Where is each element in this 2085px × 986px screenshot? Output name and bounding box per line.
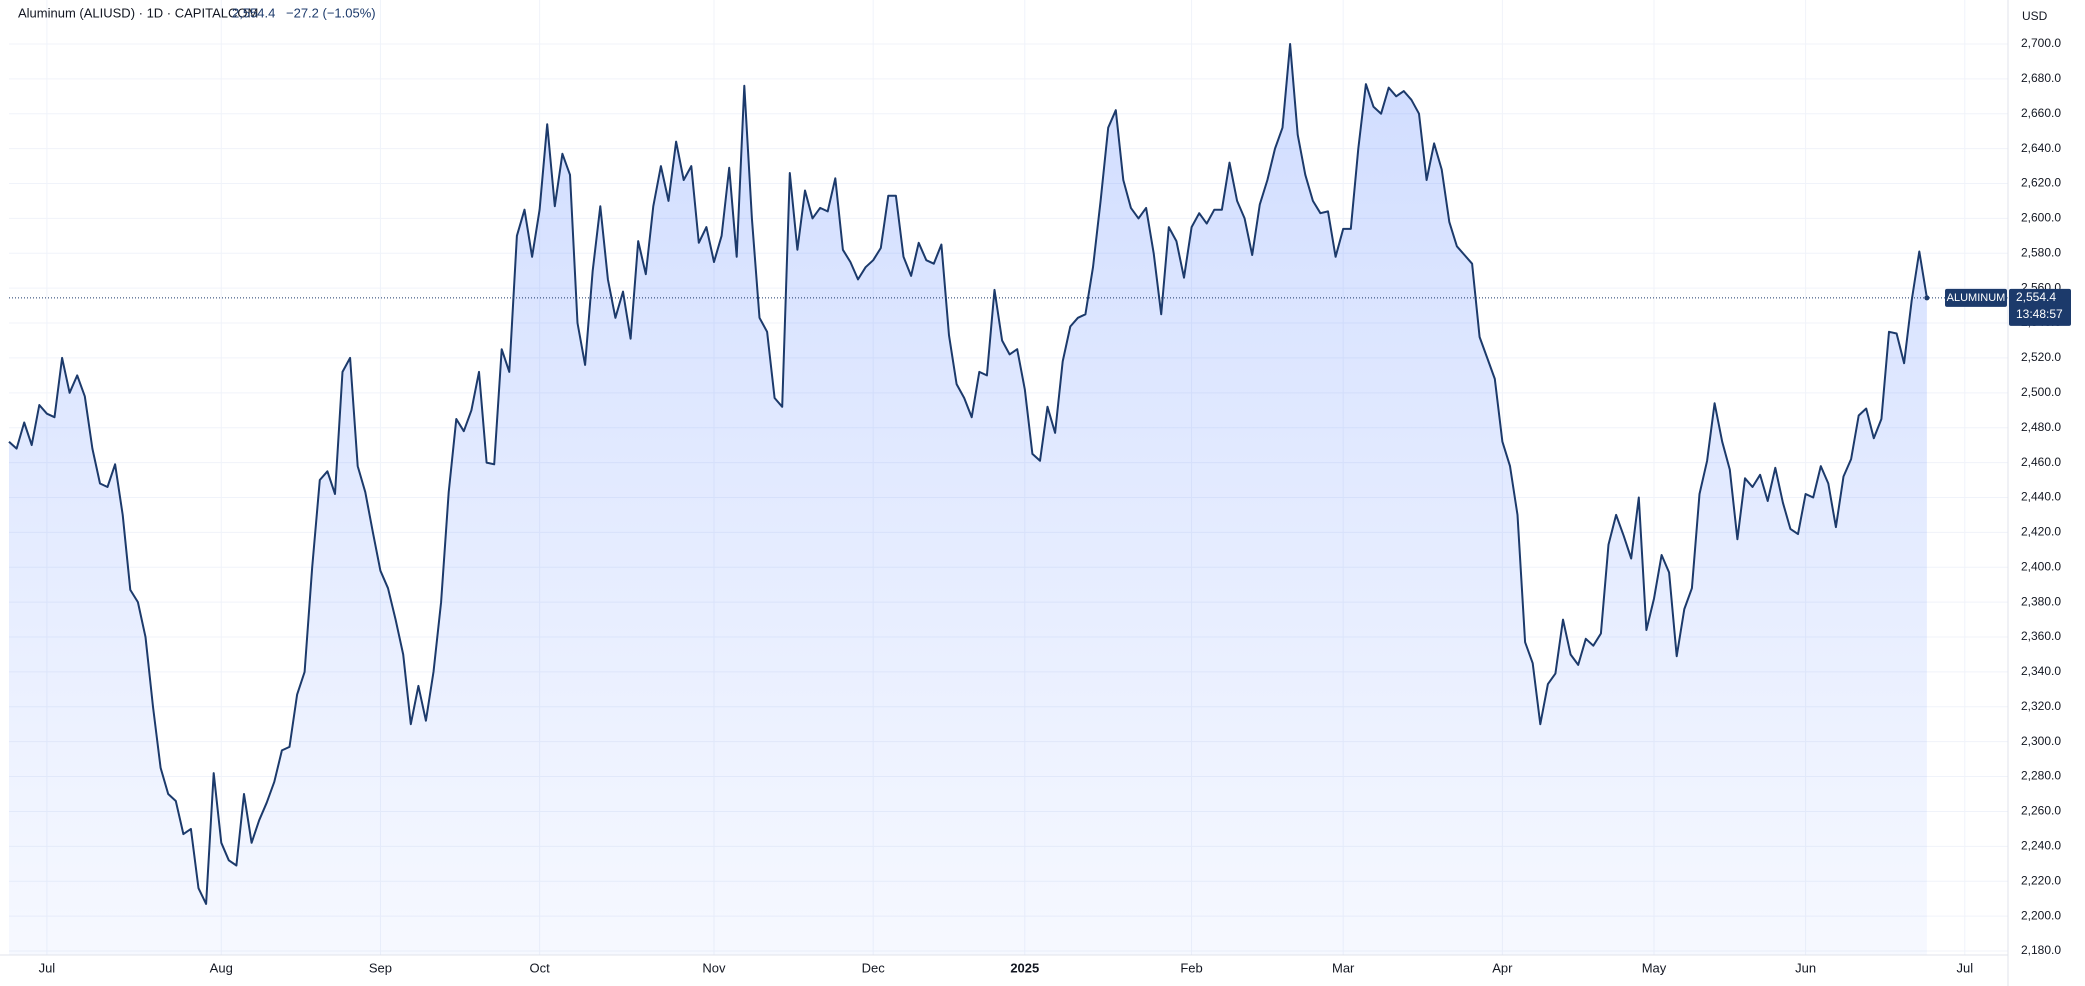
x-tick-label: Jun — [1795, 960, 1816, 975]
price-line — [8, 43, 1928, 905]
y-tick-label: 2,240.0 — [2021, 839, 2061, 853]
y-tick-label: 2,360.0 — [2021, 629, 2061, 643]
y-tick-label: 2,460.0 — [2021, 455, 2061, 469]
x-tick-label: Jul — [1956, 960, 1973, 975]
y-tick-label: 2,260.0 — [2021, 804, 2061, 818]
price-tag-countdown: 13:48:57 — [2016, 307, 2063, 321]
y-tick-label: 2,420.0 — [2021, 525, 2061, 539]
y-tick-label: 2,200.0 — [2021, 908, 2061, 922]
y-tick-label: 2,220.0 — [2021, 873, 2061, 887]
y-tick-label: 2,480.0 — [2021, 420, 2061, 434]
y-tick-label: 2,620.0 — [2021, 176, 2061, 190]
y-tick-label: 2,700.0 — [2021, 36, 2061, 50]
x-tick-label: Feb — [1180, 960, 1202, 975]
y-tick-label: 2,680.0 — [2021, 71, 2061, 85]
y-tick-label: 2,380.0 — [2021, 594, 2061, 608]
x-tick-label: May — [1642, 960, 1667, 975]
y-tick-label: 2,320.0 — [2021, 699, 2061, 713]
y-tick-label: 2,520.0 — [2021, 350, 2061, 364]
symbol-tag-text: ALUMINUM — [1947, 292, 2006, 304]
header-change: −27.2 (−1.05%) — [286, 5, 376, 20]
currency-label: USD — [2022, 9, 2048, 23]
axes: 2,180.0 2,200.0 2,220.0 2,240.0 2,260.0 2,280… — [39, 36, 2062, 975]
x-tick-label: Oct — [530, 960, 551, 975]
y-tick-label: 2,640.0 — [2021, 141, 2061, 155]
y-tick-label: 2,300.0 — [2021, 734, 2061, 748]
y-tick-label: 2,440.0 — [2021, 490, 2061, 504]
last-point — [1924, 295, 1930, 301]
symbol-tag — [1945, 288, 2007, 307]
y-tick-label: 2,180.0 — [2021, 943, 2061, 957]
y-tick-label: 2,400.0 — [2021, 559, 2061, 573]
x-tick-label: Sep — [369, 960, 392, 975]
x-tick-label: 2025 — [1010, 960, 1039, 975]
area-fill — [9, 44, 1927, 955]
price-tag-value: 2,554.4 — [2016, 290, 2056, 304]
y-tick-label: 2,280.0 — [2021, 769, 2061, 783]
y-tick-label: 2,500.0 — [2021, 385, 2061, 399]
symbol-title: Aluminum (ALIUSD) · 1D · CAPITALCOM — [18, 5, 258, 20]
x-tick-label: Nov — [702, 960, 726, 975]
x-tick-label: Mar — [1332, 960, 1355, 975]
x-tick-label: Apr — [1492, 960, 1513, 975]
y-tick-label: 2,580.0 — [2021, 245, 2061, 259]
y-tick-label: 2,340.0 — [2021, 664, 2061, 678]
price-tag — [2009, 288, 2071, 326]
y-tick-label: 2,600.0 — [2021, 211, 2061, 225]
x-tick-label: Jul — [39, 960, 56, 975]
plot — [8, 43, 2008, 955]
x-tick-label: Dec — [862, 960, 886, 975]
header-price: 2,554.4 — [232, 5, 275, 20]
y-tick-label: 2,660.0 — [2021, 106, 2061, 120]
price-label: ALUMINUM 2,554.4 13:48:57 — [1945, 288, 2071, 326]
x-tick-label: Aug — [210, 960, 233, 975]
